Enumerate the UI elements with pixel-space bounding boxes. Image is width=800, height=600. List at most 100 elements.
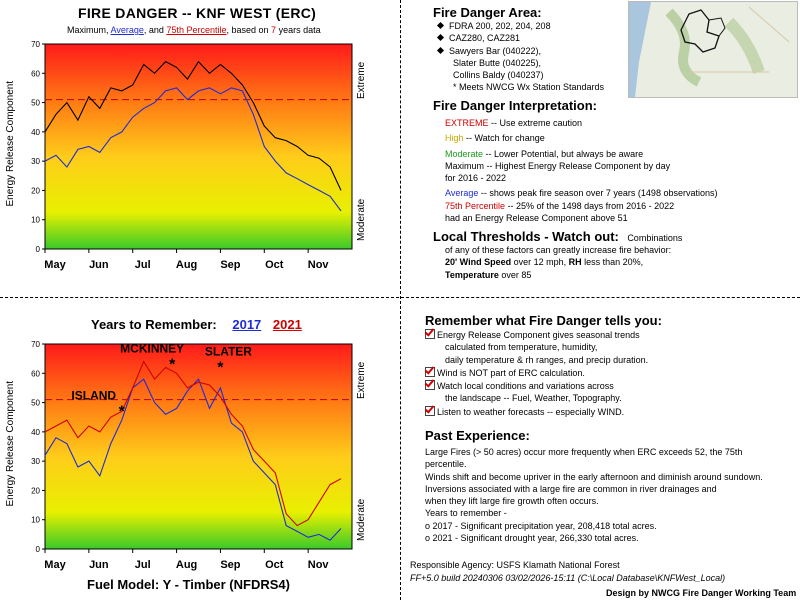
- interp-maximum-years: for 2016 - 2022: [445, 173, 507, 184]
- vertical-divider: [400, 0, 401, 600]
- y-axis-label: Energy Release Component: [5, 81, 16, 207]
- area-item: Slater Butte (040225),: [453, 57, 542, 68]
- y-tick-label: 20: [31, 186, 40, 195]
- y-tick-label: 10: [31, 516, 40, 525]
- fire-label: ISLAND: [71, 388, 116, 402]
- remember-list: Energy Release Component gives seasonal …: [425, 328, 648, 418]
- bullet-icon: [436, 34, 445, 42]
- past-line: percentile.: [425, 459, 467, 470]
- y-tick-label: 50: [31, 99, 40, 108]
- area-map[interactable]: [628, 1, 798, 98]
- credit: Design by NWCG Fire Danger Working Team: [606, 588, 797, 598]
- month-label: May: [44, 559, 66, 571]
- y-tick-label: 50: [31, 399, 40, 408]
- horizontal-divider: [0, 297, 800, 298]
- y-tick-label: 30: [31, 457, 40, 466]
- check-icon: [425, 380, 435, 391]
- interp-p75-line2: had an Energy Release Component above 51: [445, 213, 628, 224]
- remember-item: Listen to weather forecasts -- especiall…: [425, 405, 648, 418]
- thresholds-intro: Combinations: [627, 233, 683, 243]
- month-label: Jun: [89, 259, 109, 271]
- agency: Responsible Agency: USFS Klamath Nationa…: [410, 560, 620, 570]
- y-tick-label: 20: [31, 486, 40, 495]
- subtitle-and: , and: [143, 25, 164, 35]
- remember-title: Remember what Fire Danger tells you:: [425, 313, 662, 328]
- zone-label-moderate: Moderate: [356, 198, 367, 241]
- thresholds-temp: Temperature over 85: [445, 269, 532, 280]
- y-tick-label: 40: [31, 128, 40, 137]
- remember-item: Watch local conditions and variations ac…: [425, 379, 648, 392]
- series-line-2021: [44, 360, 342, 527]
- past-line: Large Fires (> 50 acres) occur more freq…: [425, 447, 743, 457]
- y-tick-label: 0: [36, 545, 41, 554]
- y-tick-label: 60: [31, 69, 40, 78]
- map-graphic: [629, 2, 797, 97]
- past-line: when they lift large fire growth often o…: [425, 496, 599, 507]
- month-label: Oct: [265, 259, 284, 271]
- check-icon: [425, 366, 435, 377]
- y-tick-label: 10: [31, 216, 40, 225]
- month-label: Nov: [308, 259, 330, 271]
- month-label: Jul: [135, 559, 151, 571]
- remember-item: Energy Release Component gives seasonal …: [425, 328, 648, 341]
- interpretation-title: Fire Danger Interpretation:: [433, 98, 597, 113]
- area-list: FDRA 200, 202, 204, 208 CAZ280, CAZ281 S…: [436, 20, 605, 94]
- fire-marker: *: [169, 357, 176, 374]
- thresholds-header: Local Thresholds - Watch out: Combinatio…: [433, 228, 682, 246]
- erc-chart-top: 0 10 20 30 40 50 60 70 May Jun Jul Aug Sep Oct Nov Ener…: [5, 40, 367, 271]
- plot-area: [44, 43, 353, 250]
- subtitle-maximum: Maximum,: [67, 25, 109, 35]
- subtitle-years: 7: [271, 25, 277, 35]
- remember-item-cont: daily temperature & rh ranges, and preci…: [445, 354, 649, 365]
- thresholds-wind-rh: 20' Wind Speed over 12 mph, RH less than…: [445, 257, 644, 268]
- interp-maximum: Maximum -- Highest Energy Release Compon…: [445, 160, 671, 171]
- y-tick-label: 70: [31, 340, 40, 349]
- month-label: Aug: [176, 259, 197, 271]
- month-label: Jun: [89, 559, 109, 571]
- month-label: May: [44, 259, 66, 271]
- past-line: o 2017 - Significant precipitation year,…: [425, 520, 657, 531]
- subtitle-based: , based on: [226, 25, 269, 35]
- bullet-icon: [436, 46, 445, 54]
- thresholds-title: Local Thresholds - Watch out:: [433, 229, 619, 244]
- interp-p75: 75th Percentile -- 25% of the 1498 days …: [445, 200, 675, 211]
- zone-label-extreme: Extreme: [356, 61, 367, 99]
- series-line-maximum: [44, 60, 342, 191]
- thresholds-line2: of any of these factors can greatly incr…: [445, 245, 672, 255]
- erc-chart-bottom: 0 10 20 30 40 50 60 70 May Jun Jul Aug Sep Oct Nov Ener…: [5, 340, 367, 571]
- chart-title: FIRE DANGER -- KNF WEST (ERC): [78, 5, 317, 21]
- interp-high: High -- Watch for change: [445, 133, 545, 144]
- fire-marker: *: [217, 359, 224, 376]
- y-axis-label: Energy Release Component: [5, 381, 16, 507]
- area-item: CAZ280, CAZ281: [436, 32, 604, 44]
- fuel-model: Fuel Model: Y - Timber (NFDRS4): [87, 577, 290, 592]
- remember-item-cont: the landscape -- Fuel, Weather, Topograp…: [445, 393, 622, 404]
- interp-extreme: EXTREME -- Use extreme caution: [445, 118, 583, 128]
- area-item: FDRA 200, 202, 204, 208: [436, 20, 604, 32]
- y-tick-label: 30: [31, 157, 40, 166]
- month-label: Jul: [135, 259, 151, 271]
- subtitle-average: Average: [110, 25, 144, 35]
- check-icon: [425, 405, 435, 416]
- subtitle-p75: 75th Percentile: [166, 25, 227, 35]
- years-title: Years to Remember:: [91, 317, 217, 332]
- y-tick-label: 60: [31, 369, 40, 378]
- chart-subtitle: Maximum, Average, and 75th Percentile, b…: [67, 24, 321, 36]
- zone-label-moderate: Moderate: [356, 498, 367, 541]
- area-note: * Meets NWCG Wx Station Standards: [453, 82, 605, 93]
- bullet-icon: [436, 21, 445, 30]
- fire-label: MCKINNEY: [120, 342, 184, 356]
- year-2017: 2017: [232, 317, 262, 332]
- area-item: Sawyers Bar (040222),: [436, 45, 604, 57]
- month-label: Oct: [265, 559, 284, 571]
- month-label: Aug: [176, 559, 197, 571]
- zone-label-extreme: Extreme: [356, 361, 367, 399]
- thresholds-body: of any of these factors can greatly incr…: [445, 244, 671, 281]
- remember-item: Wind is NOT part of ERC calculation.: [425, 366, 648, 379]
- interpretation-body: EXTREME -- Use extreme caution High -- W…: [445, 117, 795, 224]
- subtitle-suffix: years data: [278, 25, 321, 35]
- build-info: FF+5.0 build 20240306 03/02/2026-15:11 (…: [410, 573, 726, 583]
- y-tick-label: 40: [31, 428, 40, 437]
- past-line: Winds shift and become upriver in the ea…: [425, 471, 763, 482]
- interp-average: Average -- shows peak fire season over 7…: [445, 188, 718, 199]
